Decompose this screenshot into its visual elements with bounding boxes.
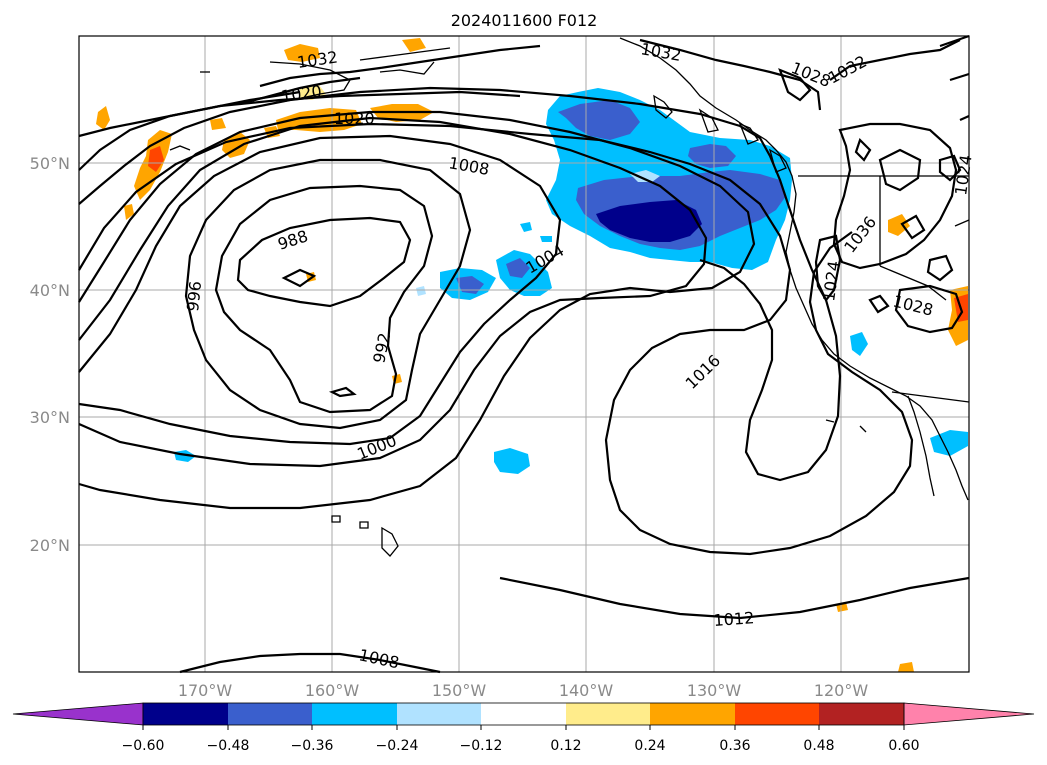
colorbar-tick-label: −0.48 xyxy=(207,738,250,754)
isobar-988 xyxy=(236,216,412,308)
colorbar-swatch xyxy=(228,703,312,725)
colorbar-swatch xyxy=(819,703,904,725)
map-frame xyxy=(78,35,970,673)
colorbar-tick-label: −0.60 xyxy=(122,738,165,754)
colorbar-tick-label: 0.12 xyxy=(550,738,581,754)
isobar-1004 xyxy=(78,116,708,468)
lat-tick-label: 20°N xyxy=(30,536,70,555)
colorbar-ticks xyxy=(142,725,905,730)
colorbar-swatch xyxy=(397,703,481,725)
map-panel: 1032 1032 1028 1032 1020 1020 1008 988 9… xyxy=(78,34,976,674)
colorbar-swatch xyxy=(566,703,650,725)
lat-tick-label: 40°N xyxy=(30,281,70,300)
colorbar-under-triangle xyxy=(12,702,144,726)
colorbar-tick-label: 0.24 xyxy=(634,738,665,754)
contour-label: 1012 xyxy=(713,608,755,630)
lon-tick-label: 120°W xyxy=(814,681,869,700)
map-title: 2024011600 F012 xyxy=(451,11,598,30)
colorbar-tick-labels: −0.60 −0.48 −0.36 −0.24 −0.12 0.12 0.24 … xyxy=(122,738,920,754)
isobar-1016b xyxy=(499,576,970,620)
colorbar: −0.60 −0.48 −0.36 −0.24 −0.12 0.12 0.24 … xyxy=(12,702,1035,754)
lat-tick-labels: 50°N 40°N 30°N 20°N xyxy=(30,154,70,555)
isobar-1000 xyxy=(78,134,562,446)
isobar-1012 xyxy=(78,122,914,556)
colorbar-tick-label: 0.60 xyxy=(888,738,919,754)
colorbar-swatch xyxy=(735,703,819,725)
colorbar-swatch xyxy=(650,703,735,725)
isobar-996 xyxy=(184,158,472,430)
colorbar-tick-label: −0.24 xyxy=(376,738,419,754)
colorbar-tick-label: −0.12 xyxy=(460,738,503,754)
contour-label: 996 xyxy=(183,280,205,312)
colorbar-swatch xyxy=(312,703,397,725)
lon-tick-label: 140°W xyxy=(559,681,614,700)
isobars xyxy=(78,34,970,674)
lon-tick-label: 160°W xyxy=(305,681,360,700)
isobar-1020 xyxy=(78,90,521,171)
lat-tick-label: 50°N xyxy=(30,154,70,173)
lon-tick-label: 150°W xyxy=(432,681,487,700)
colorbar-swatch xyxy=(143,703,228,725)
isobar-1008 xyxy=(78,110,756,510)
lon-tick-labels: 170°W 160°W 150°W 140°W 130°W 120°W xyxy=(178,681,869,700)
lat-tick-label: 30°N xyxy=(30,408,70,427)
isobar-988-inner xyxy=(281,268,317,288)
contour-label: 1020 xyxy=(334,109,375,128)
colorbar-tick-label: −0.36 xyxy=(291,738,334,754)
colorbar-over-triangle xyxy=(903,702,1035,726)
lon-tick-label: 170°W xyxy=(178,681,233,700)
isobar-992 xyxy=(214,184,434,414)
colorbar-tick-label: 0.36 xyxy=(719,738,750,754)
lon-tick-label: 130°W xyxy=(687,681,742,700)
colorbar-tick-label: 0.48 xyxy=(803,738,834,754)
colorbar-swatch xyxy=(481,703,566,725)
